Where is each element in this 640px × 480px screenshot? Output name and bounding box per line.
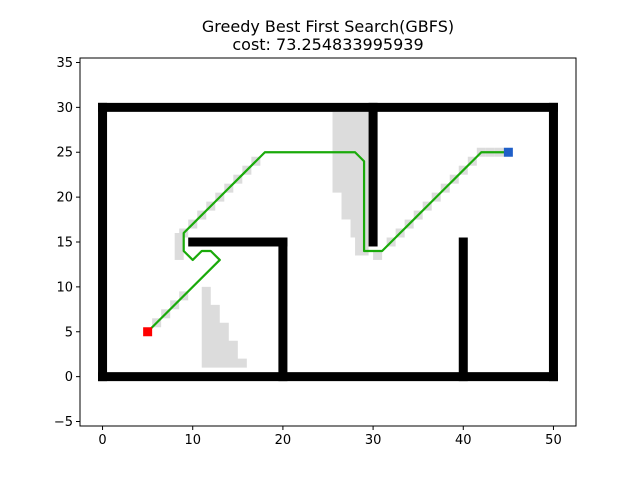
y-tick-label: 5 bbox=[65, 325, 73, 340]
chart-subtitle: cost: 73.254833995939 bbox=[232, 35, 423, 54]
obstacle-wall bbox=[98, 102, 108, 382]
start-marker bbox=[143, 327, 153, 337]
x-tick-label: 40 bbox=[455, 433, 472, 448]
obstacle-wall bbox=[278, 237, 288, 382]
plot-area: 0 10 20 30 40 50 −5 0 5 10 15 20 25 30 35 bbox=[54, 56, 577, 448]
explored-region bbox=[201, 286, 247, 368]
y-tick-label: 30 bbox=[56, 101, 73, 116]
explored-cell bbox=[174, 242, 184, 251]
plot-background bbox=[80, 58, 576, 426]
y-tick-label: 20 bbox=[56, 191, 73, 206]
obstacle-wall bbox=[98, 102, 558, 112]
x-tick-label: 0 bbox=[98, 433, 106, 448]
x-tick-label: 10 bbox=[184, 433, 201, 448]
y-tick-label: 35 bbox=[56, 56, 73, 71]
chart-title: Greedy Best First Search(GBFS) bbox=[202, 17, 454, 36]
obstacle-wall bbox=[188, 237, 288, 247]
y-tick-label: 15 bbox=[56, 236, 73, 251]
explored-cell bbox=[174, 250, 184, 260]
goal-marker bbox=[503, 147, 513, 157]
x-tick-label: 50 bbox=[545, 433, 562, 448]
y-tick-label: 0 bbox=[65, 370, 73, 385]
y-tick-label: −5 bbox=[54, 415, 73, 430]
explored-region bbox=[332, 111, 369, 256]
x-tick-label: 30 bbox=[365, 433, 382, 448]
explored-cell bbox=[373, 250, 383, 260]
x-tick-label: 20 bbox=[275, 433, 292, 448]
obstacle-wall bbox=[548, 102, 558, 382]
obstacle-wall bbox=[98, 372, 558, 382]
obstacle-wall bbox=[458, 237, 468, 382]
obstacle-wall bbox=[368, 102, 378, 247]
y-tick-label: 25 bbox=[56, 146, 73, 161]
search-path-line bbox=[146, 151, 510, 333]
y-tick-label: 10 bbox=[56, 280, 73, 295]
